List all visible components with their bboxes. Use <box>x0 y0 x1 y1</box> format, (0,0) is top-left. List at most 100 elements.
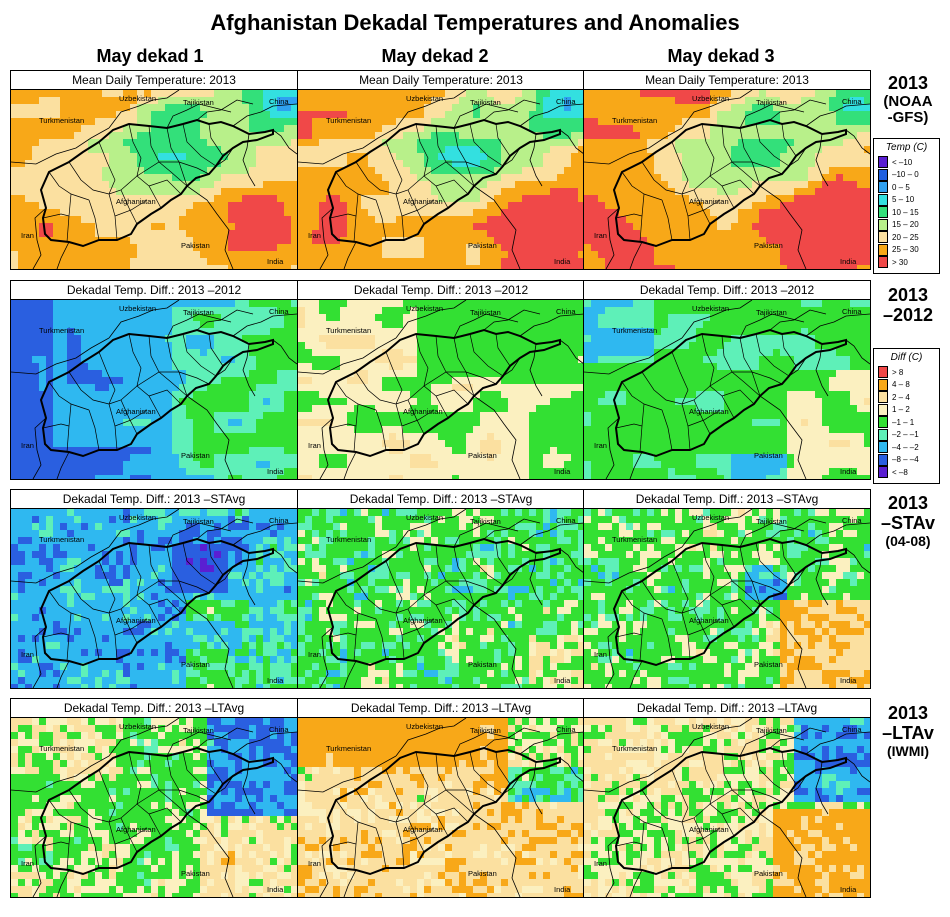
country-border <box>605 835 620 897</box>
province-boundary <box>435 125 447 163</box>
province-boundary <box>128 333 142 387</box>
province-boundary <box>329 213 357 219</box>
country-border <box>739 103 805 129</box>
country-label-afghanistan: Afghanistan <box>689 197 729 206</box>
country-border <box>559 129 584 155</box>
country-label-uzbekistan: Uzbekistan <box>406 304 443 313</box>
country-label-uzbekistan: Uzbekistan <box>119 304 156 313</box>
legend-label: < –10 <box>892 157 913 167</box>
legend-swatch <box>878 231 888 244</box>
country-label-uzbekistan: Uzbekistan <box>406 513 443 522</box>
map-panel-row3-col2: Dekadal Temp. Diff.: 2013 –STAvg Uzbekist… <box>297 489 585 689</box>
country-label-turkmenistan: Turkmenistan <box>326 116 371 125</box>
legend-label: –4 – –2 <box>892 442 919 452</box>
province-boundary <box>721 598 755 614</box>
country-label-china: China <box>269 516 289 525</box>
afghanistan-outline <box>612 537 847 667</box>
province-boundary <box>751 789 783 803</box>
province-boundary <box>435 335 447 373</box>
country-border <box>319 835 334 897</box>
province-boundary <box>641 371 683 405</box>
country-border <box>502 357 521 377</box>
country-border <box>681 90 753 129</box>
country-label-india: India <box>554 257 571 266</box>
province-boundary <box>687 618 721 636</box>
country-label-turkmenistan: Turkmenistan <box>612 744 657 753</box>
legend-swatch <box>878 193 888 206</box>
map-grid: Uzbekistan Tajikistan China Turkmenistan Afg… <box>584 300 870 479</box>
legend-temp-item: > 30 <box>878 256 935 269</box>
country-label-iran: Iran <box>594 650 607 659</box>
country-border <box>473 185 521 269</box>
country-border <box>739 731 805 757</box>
country-label-afghanistan: Afghanistan <box>116 616 156 625</box>
country-label-china: China <box>556 307 576 316</box>
country-border <box>519 522 584 546</box>
country-border <box>769 518 827 540</box>
legend-label: –10 – 0 <box>892 170 919 180</box>
province-boundary <box>435 753 447 791</box>
country-border <box>453 731 519 757</box>
legend-swatch <box>878 243 888 256</box>
province-boundary <box>355 789 397 823</box>
country-border <box>559 757 584 783</box>
legend-label: 5 – 10 <box>892 195 915 205</box>
country-label-turkmenistan: Turkmenistan <box>326 744 371 753</box>
country-border <box>242 133 256 187</box>
panel-title: Dekadal Temp. Diff.: 2013 –STAvg <box>298 490 584 509</box>
country-label-iran: Iran <box>308 231 321 240</box>
legend-difference-title: Diff (C) <box>890 352 923 363</box>
country-border <box>395 509 467 548</box>
country-border <box>559 548 584 574</box>
province-boundary <box>445 161 475 187</box>
country-label-turkmenistan: Turkmenistan <box>39 535 84 544</box>
legend-diff-item: –1 – 1 <box>878 416 935 429</box>
legend-swatch <box>878 156 888 169</box>
province-boundary <box>445 371 475 397</box>
province-boundary <box>42 841 70 847</box>
province-boundary <box>355 580 397 614</box>
panel-title: Dekadal Temp. Diff.: 2013 –STAvg <box>11 490 297 509</box>
country-label-pakistan: Pakistan <box>181 869 210 878</box>
country-border <box>215 566 234 586</box>
country-label-india: India <box>840 467 857 476</box>
province-boundary <box>469 542 504 586</box>
country-border <box>473 604 521 688</box>
country-border <box>815 552 829 606</box>
country-label-india: India <box>840 885 857 894</box>
country-border <box>629 869 643 897</box>
province-boundary <box>465 371 497 385</box>
country-border <box>769 309 827 331</box>
province-boundary <box>721 544 733 582</box>
province-boundary <box>415 333 429 387</box>
legend-label: 2 – 4 <box>892 392 910 402</box>
row-label-2013-noaa: 2013 (NOAA -GFS) <box>883 73 933 127</box>
raster-cells <box>11 300 297 479</box>
province-boundary <box>407 608 425 644</box>
country-border <box>272 339 297 365</box>
legend-temperature: Temp (C) < –10 –10 – 0 0 – 5 5 – 10 10 – 15 1… <box>873 138 940 274</box>
province-boundary <box>693 399 711 435</box>
legend-swatch <box>878 453 888 466</box>
province-boundary <box>415 751 429 805</box>
country-border <box>815 133 829 187</box>
country-border <box>788 357 807 377</box>
map-grid: Uzbekistan Tajikistan China Turkmenistan Afg… <box>584 90 870 269</box>
province-boundary <box>495 542 511 576</box>
province-boundary <box>615 213 643 219</box>
country-border <box>272 757 297 783</box>
country-label-china: China <box>556 97 576 106</box>
province-boundary <box>208 123 224 157</box>
row-label-2013-2012: 2013 –2012 <box>882 285 934 325</box>
province-boundary <box>739 546 761 606</box>
province-boundary <box>355 371 397 405</box>
panel-title: Dekadal Temp. Diff.: 2013 –2012 <box>584 281 870 300</box>
country-border <box>805 522 870 546</box>
country-label-uzbekistan: Uzbekistan <box>692 513 729 522</box>
country-border <box>298 755 397 793</box>
country-label-pakistan: Pakistan <box>754 660 783 669</box>
province-boundary <box>208 333 224 367</box>
country-label-afghanistan: Afghanistan <box>116 407 156 416</box>
country-label-iran: Iran <box>21 231 34 240</box>
country-label-tajikistan: Tajikistan <box>756 98 787 107</box>
